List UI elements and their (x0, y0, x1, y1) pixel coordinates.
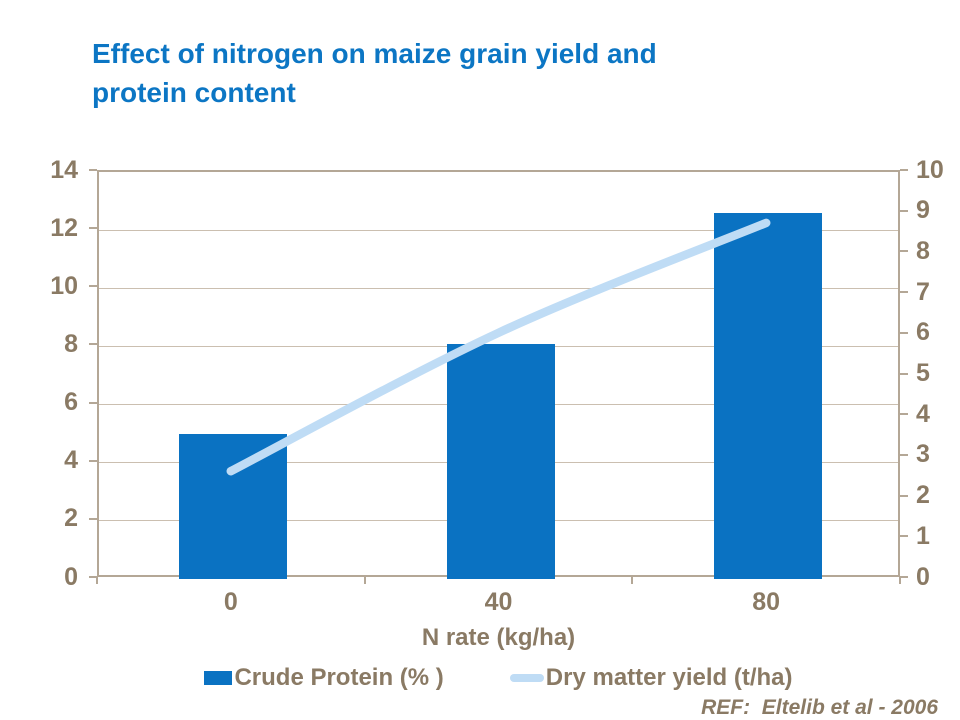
right-axis-tick (900, 169, 908, 171)
right-axis-tick-label: 8 (916, 236, 930, 265)
left-axis-tick (89, 576, 97, 578)
right-axis-tick (900, 250, 908, 253)
right-axis-tick (900, 372, 908, 375)
right-axis-tick-label: 3 (916, 440, 930, 469)
right-axis-tick-label: 5 (916, 359, 930, 387)
legend-label-dry-matter: Dry matter yield (t/ha) (545, 664, 793, 691)
x-axis-tick-label: 0 (223, 588, 238, 616)
right-axis-tick (900, 576, 908, 578)
x-axis-tick-label: 40 (484, 588, 513, 616)
plot-area (97, 170, 900, 579)
line-swatch-icon (509, 674, 544, 682)
right-axis-tick-label: 10 (916, 155, 944, 184)
bar-crude-protein-40 (446, 343, 555, 579)
bar-crude-protein-0 (178, 433, 287, 579)
right-axis-tick (900, 453, 908, 456)
left-axis-tick-label: 10 (50, 271, 78, 300)
x-axis-title: N rate (kg/ha) (421, 624, 576, 651)
left-axis-tick (89, 343, 97, 346)
chart-title-line2: protein content (92, 77, 296, 108)
right-axis-tick-label: 1 (916, 521, 930, 550)
right-axis-tick-label: 4 (916, 399, 930, 428)
chart-title: Effect of nitrogen on maize grain yield … (92, 34, 812, 112)
x-axis-tick (631, 577, 634, 584)
right-axis-tick (900, 413, 908, 416)
x-axis-tick (899, 577, 901, 584)
left-axis-tick (89, 169, 97, 171)
x-axis-tick (96, 577, 98, 584)
left-axis-tick-label: 8 (64, 329, 78, 358)
left-axis-tick (89, 285, 97, 288)
left-axis-tick-label: 2 (64, 504, 78, 533)
right-axis-tick (900, 331, 908, 334)
left-axis-tick-label: 14 (50, 155, 78, 184)
right-axis-tick-label: 0 (916, 562, 930, 591)
right-axis-tick (900, 535, 908, 538)
left-axis-tick-label: 12 (50, 213, 78, 242)
left-axis-tick-label: 0 (64, 562, 78, 591)
right-axis-tick-label: 6 (916, 318, 930, 347)
right-axis-tick (900, 494, 908, 497)
bar-crude-protein-80 (714, 212, 823, 579)
right-axis-tick (900, 209, 908, 212)
left-axis-tick (89, 401, 97, 404)
right-axis-tick-label: 9 (916, 196, 930, 225)
chart-title-line1: Effect of nitrogen on maize grain yield … (92, 38, 657, 69)
left-axis-tick (89, 227, 97, 230)
right-axis-tick (900, 291, 908, 294)
right-axis-tick-label: 2 (916, 481, 930, 510)
x-axis-tick (363, 577, 366, 584)
left-axis-tick (89, 517, 97, 520)
legend: Crude Protein (% ) Dry matter yield (t/h… (97, 662, 900, 694)
left-axis-tick-label: 6 (64, 388, 78, 417)
left-axis-tick-label: 4 (64, 446, 78, 475)
legend-item-dry-matter: Dry matter yield (t/ha) (509, 664, 793, 692)
x-axis-tick-label: 80 (752, 588, 781, 616)
legend-item-crude-protein: Crude Protein (% ) (204, 664, 444, 692)
left-axis-tick (89, 459, 97, 462)
right-axis-tick-label: 7 (916, 277, 930, 306)
bar-swatch-icon (204, 671, 233, 685)
legend-label-crude-protein: Crude Protein (% ) (234, 664, 444, 691)
reference-note: REF: Eltelib et al - 2006 (701, 696, 938, 719)
